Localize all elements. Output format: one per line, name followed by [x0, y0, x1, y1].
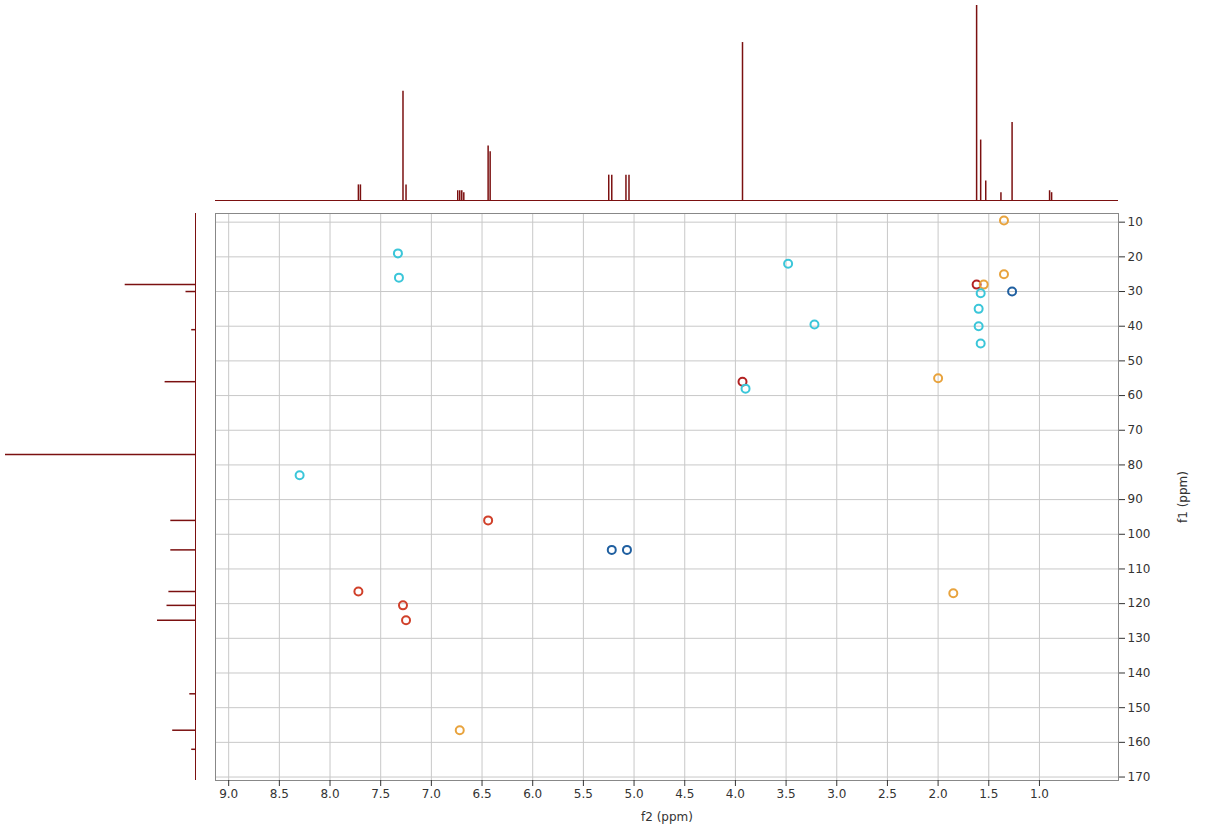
svg-text:6.5: 6.5 — [472, 787, 491, 801]
svg-text:7.0: 7.0 — [422, 787, 441, 801]
svg-text:40: 40 — [1128, 319, 1143, 333]
svg-text:2.5: 2.5 — [878, 787, 897, 801]
svg-text:110: 110 — [1128, 562, 1151, 576]
svg-text:5.5: 5.5 — [574, 787, 593, 801]
svg-text:170: 170 — [1128, 770, 1151, 784]
svg-text:8.5: 8.5 — [270, 787, 289, 801]
svg-text:140: 140 — [1128, 666, 1151, 680]
svg-text:3.0: 3.0 — [827, 787, 846, 801]
svg-text:70: 70 — [1128, 423, 1143, 437]
svg-text:6.0: 6.0 — [523, 787, 542, 801]
svg-text:8.0: 8.0 — [320, 787, 339, 801]
svg-text:4.5: 4.5 — [675, 787, 694, 801]
svg-text:2.0: 2.0 — [929, 787, 948, 801]
svg-text:60: 60 — [1128, 388, 1143, 402]
svg-text:1.5: 1.5 — [979, 787, 998, 801]
svg-text:1.0: 1.0 — [1030, 787, 1049, 801]
svg-text:90: 90 — [1128, 492, 1143, 506]
svg-text:9.0: 9.0 — [219, 787, 238, 801]
svg-text:130: 130 — [1128, 631, 1151, 645]
svg-text:5.0: 5.0 — [625, 787, 644, 801]
svg-text:100: 100 — [1128, 527, 1151, 541]
svg-text:50: 50 — [1128, 354, 1143, 368]
svg-text:3.5: 3.5 — [777, 787, 796, 801]
svg-text:4.0: 4.0 — [726, 787, 745, 801]
svg-text:30: 30 — [1128, 284, 1143, 298]
svg-text:120: 120 — [1128, 596, 1151, 610]
svg-text:160: 160 — [1128, 735, 1151, 749]
svg-text:80: 80 — [1128, 458, 1143, 472]
svg-text:f1 (ppm): f1 (ppm) — [1176, 471, 1190, 523]
svg-text:10: 10 — [1128, 215, 1143, 229]
svg-text:7.5: 7.5 — [371, 787, 390, 801]
svg-text:20: 20 — [1128, 250, 1143, 264]
svg-text:150: 150 — [1128, 701, 1151, 715]
svg-text:f2 (ppm): f2 (ppm) — [641, 810, 693, 824]
